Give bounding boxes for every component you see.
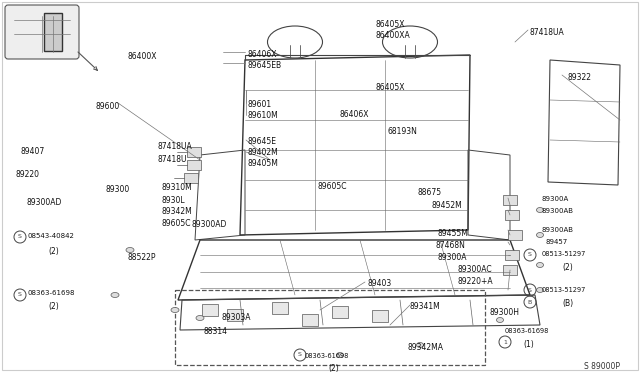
Text: 89601: 89601 <box>248 100 272 109</box>
Bar <box>202 304 218 316</box>
Bar <box>302 314 318 326</box>
Bar <box>505 250 519 260</box>
Text: (2): (2) <box>48 247 59 256</box>
Text: (1): (1) <box>523 340 534 349</box>
Ellipse shape <box>536 208 543 212</box>
Text: 89300AB: 89300AB <box>542 208 574 214</box>
Text: 08543-40842: 08543-40842 <box>28 233 75 239</box>
Bar <box>272 302 288 314</box>
Text: 87418UA: 87418UA <box>530 28 564 37</box>
Text: B: B <box>528 299 532 305</box>
Bar <box>503 265 517 275</box>
Text: 89303A: 89303A <box>222 313 252 322</box>
Bar <box>505 210 519 220</box>
Ellipse shape <box>337 353 344 357</box>
Text: 89341M: 89341M <box>410 302 441 311</box>
Text: S: S <box>18 292 22 298</box>
Text: (2): (2) <box>48 302 59 311</box>
Text: 08363-61698: 08363-61698 <box>505 328 549 334</box>
Text: 89605C: 89605C <box>318 182 348 191</box>
Text: 08363-61698: 08363-61698 <box>305 353 349 359</box>
Bar <box>332 306 348 318</box>
Text: 08513-51297: 08513-51297 <box>542 251 586 257</box>
Ellipse shape <box>536 288 543 292</box>
Text: 8930L: 8930L <box>162 196 186 205</box>
Bar <box>184 173 198 183</box>
Text: 89342M: 89342M <box>162 207 193 216</box>
Text: 87468N: 87468N <box>436 241 466 250</box>
Text: 89300AC: 89300AC <box>458 265 493 274</box>
Text: 89300: 89300 <box>106 185 130 194</box>
Bar <box>44 13 62 51</box>
Text: 89300AB: 89300AB <box>542 227 574 233</box>
Text: S: S <box>528 288 532 292</box>
Text: 87418U: 87418U <box>157 155 186 164</box>
Text: 08363-61698: 08363-61698 <box>28 290 76 296</box>
Bar <box>187 147 201 157</box>
Text: 89605C: 89605C <box>162 219 191 228</box>
Ellipse shape <box>171 308 179 312</box>
Ellipse shape <box>196 315 204 321</box>
Text: 1: 1 <box>503 340 507 344</box>
Ellipse shape <box>111 292 119 298</box>
Text: S 89000P: S 89000P <box>584 362 620 371</box>
Bar <box>187 160 201 170</box>
Bar <box>175 290 485 365</box>
FancyBboxPatch shape <box>5 5 79 59</box>
Bar <box>503 195 517 205</box>
Bar <box>508 230 522 240</box>
Ellipse shape <box>536 232 543 237</box>
Text: 89220: 89220 <box>16 170 40 179</box>
Text: 89220+A: 89220+A <box>458 277 493 286</box>
Text: 89300A: 89300A <box>542 196 569 202</box>
Text: (2): (2) <box>328 364 339 372</box>
Text: 86405X: 86405X <box>375 83 404 92</box>
Bar <box>227 309 243 321</box>
Text: 87418UA: 87418UA <box>157 142 192 151</box>
Ellipse shape <box>536 263 543 267</box>
Bar <box>372 310 388 322</box>
Text: S: S <box>18 234 22 240</box>
Text: 89452M: 89452M <box>432 201 463 210</box>
Text: 89600: 89600 <box>96 102 120 111</box>
Text: 88522P: 88522P <box>128 253 157 262</box>
Text: 86400X: 86400X <box>127 52 157 61</box>
Text: 89402M: 89402M <box>248 148 279 157</box>
Ellipse shape <box>417 343 424 347</box>
Text: 89407: 89407 <box>20 147 45 156</box>
Text: 86406X: 86406X <box>340 110 369 119</box>
Text: 88675: 88675 <box>418 188 442 197</box>
Text: 89405M: 89405M <box>248 159 279 168</box>
Text: (2): (2) <box>562 263 573 272</box>
Text: 89645E: 89645E <box>248 137 277 146</box>
Text: 86400XA: 86400XA <box>375 31 410 40</box>
Text: S: S <box>298 353 302 357</box>
Text: S: S <box>528 253 532 257</box>
Text: 08513-51297: 08513-51297 <box>542 287 586 293</box>
Text: 89645EB: 89645EB <box>248 61 282 70</box>
Text: 89457: 89457 <box>546 239 568 245</box>
Text: 89455M: 89455M <box>438 229 469 238</box>
Ellipse shape <box>126 247 134 253</box>
Text: 86406X: 86406X <box>248 50 278 59</box>
Text: 89300A: 89300A <box>438 253 467 262</box>
Text: 89300AD: 89300AD <box>192 220 227 229</box>
Text: 68193N: 68193N <box>388 127 418 136</box>
Text: 89300H: 89300H <box>490 308 520 317</box>
Text: 89310M: 89310M <box>162 183 193 192</box>
Text: 86405X: 86405X <box>375 20 404 29</box>
Text: 89300AD: 89300AD <box>27 198 62 207</box>
Text: (B): (B) <box>562 299 573 308</box>
Text: 89403: 89403 <box>368 279 392 288</box>
Text: 89610M: 89610M <box>248 111 279 120</box>
Text: 89342MA: 89342MA <box>408 343 444 352</box>
Text: 89322: 89322 <box>568 73 592 82</box>
Text: 88314: 88314 <box>203 327 227 336</box>
Ellipse shape <box>497 317 504 323</box>
